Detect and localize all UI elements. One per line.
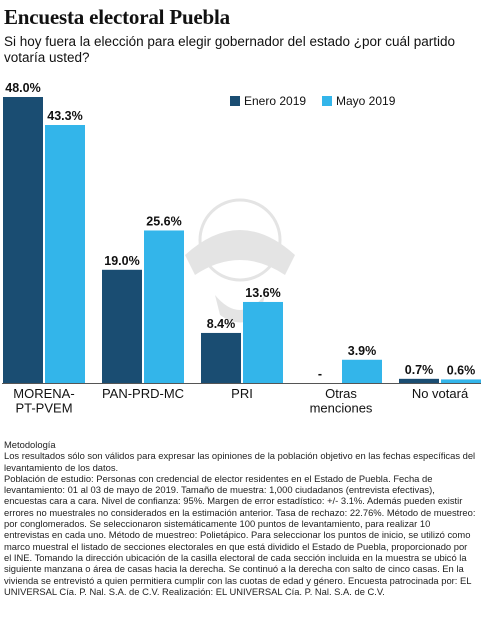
bar-enero-1 [102, 269, 142, 383]
methodology-notes: Metodología Los resultados sólo son váli… [4, 439, 476, 597]
category-label-2: PRI [231, 386, 253, 401]
legend-swatch-1 [322, 96, 332, 106]
category-label-0: PT-PVEM [15, 401, 72, 416]
data-label-enero-2: 8.4% [207, 317, 236, 331]
bar-mayo-0 [45, 125, 85, 384]
bar-enero-4 [399, 378, 439, 383]
category-label-3: Otras [325, 386, 357, 401]
bar-mayo-2 [243, 301, 283, 383]
data-label-enero-0: 48.0% [5, 81, 40, 95]
chart-subtitle: Si hoy fuera la elección para elegir gob… [4, 34, 456, 65]
legend-label-0: Enero 2019 [244, 94, 306, 108]
category-label-1: PAN-PRD-MC [102, 386, 184, 401]
data-label-mayo-1: 25.6% [146, 214, 181, 228]
legend-swatch-0 [230, 96, 240, 106]
data-label-mayo-4: 0.6% [447, 363, 476, 377]
bar-mayo-1 [144, 230, 184, 383]
bar-enero-0 [3, 97, 43, 383]
category-label-3: menciones [310, 401, 373, 416]
bar-mayo-4 [441, 379, 481, 383]
data-label-mayo-2: 13.6% [245, 286, 280, 300]
methodology-study: Población de estudio: Personas con crede… [4, 472, 476, 597]
chart-title: Encuesta electoral Puebla [4, 5, 230, 29]
data-label-mayo-0: 43.3% [47, 109, 82, 123]
data-label-enero-1: 19.0% [104, 254, 139, 268]
category-label-0: MORENA- [13, 386, 74, 401]
data-label-mayo-3: 3.9% [348, 344, 377, 358]
bar-chart: 48.0% 43.3% MORENA-PT-PVEM 19.0% 25.6% PAN-PR… [2, 81, 481, 416]
legend-label-1: Mayo 2019 [336, 94, 396, 108]
bar-mayo-3 [342, 359, 382, 383]
data-label-enero-4: 0.7% [405, 363, 434, 377]
data-label-enero-3: - [318, 367, 322, 381]
methodology-body: Los resultados sólo son válidos para exp… [4, 450, 476, 473]
category-label-4: No votará [412, 386, 469, 401]
bar-enero-2 [201, 332, 241, 383]
methodology-heading: Metodología [4, 439, 56, 450]
